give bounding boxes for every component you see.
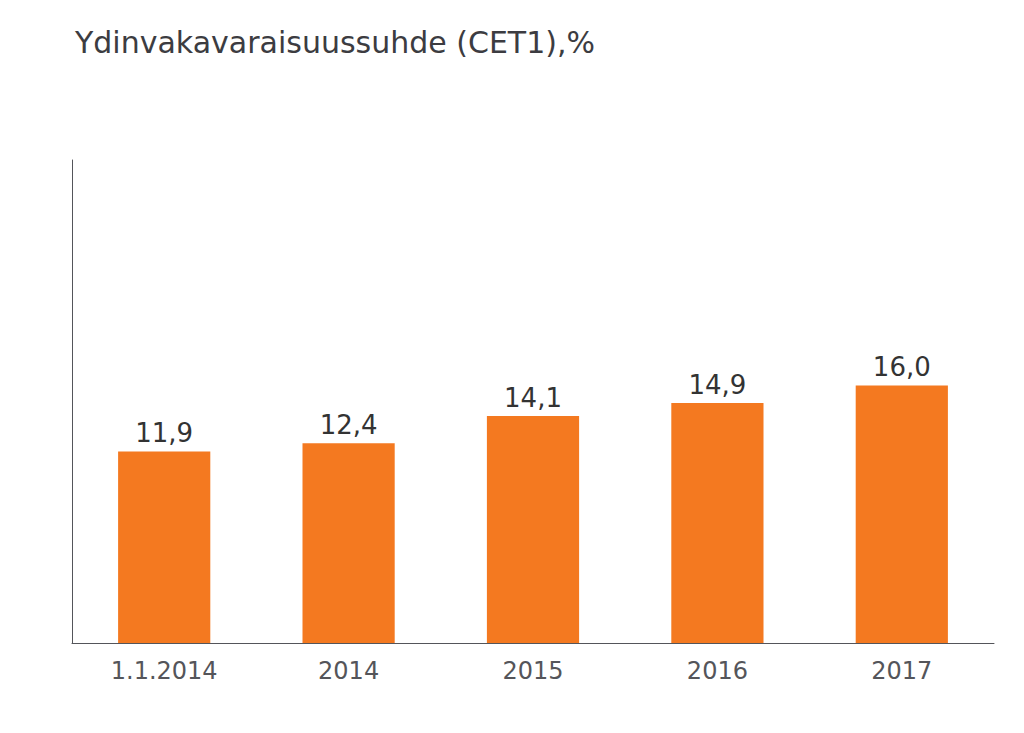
svg-text:1.1.2014: 1.1.2014	[111, 657, 218, 685]
svg-text:Ydinvakavaraisuussuhde (CET1),: Ydinvakavaraisuussuhde (CET1),%	[74, 25, 595, 60]
svg-text:14,1: 14,1	[504, 383, 562, 413]
svg-text:12,4: 12,4	[320, 410, 378, 440]
svg-text:2014: 2014	[318, 657, 379, 685]
svg-text:2016: 2016	[687, 657, 748, 685]
svg-text:2015: 2015	[502, 657, 563, 685]
svg-text:14,9: 14,9	[688, 370, 746, 400]
svg-text:16,0: 16,0	[873, 352, 931, 382]
svg-text:11,9: 11,9	[135, 418, 193, 448]
svg-text:2017: 2017	[871, 657, 932, 685]
